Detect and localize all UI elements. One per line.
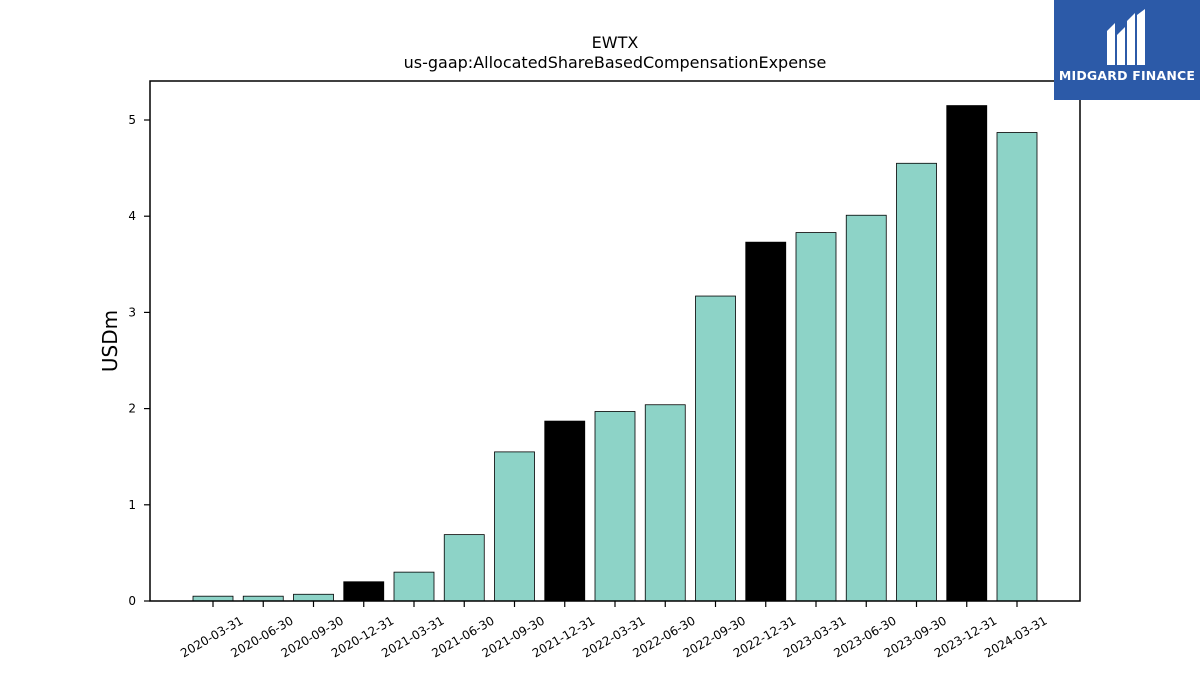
bar-series <box>192 105 1038 602</box>
bar-2023-12-31 <box>946 105 988 602</box>
y-tick-label: 1 <box>128 498 136 512</box>
midgard-logo-icon <box>1107 9 1145 65</box>
chart-subtitle: us-gaap:AllocatedShareBasedCompensationE… <box>404 53 827 72</box>
bar-2024-03-31 <box>996 132 1038 602</box>
bar-2021-03-31 <box>393 571 435 602</box>
y-tick-label: 5 <box>128 113 136 127</box>
brand-name: MIDGARD FINANCE <box>1058 68 1196 83</box>
bar-2023-03-31 <box>795 232 837 602</box>
bar-2021-12-31 <box>544 420 586 602</box>
bar-2022-09-30 <box>695 295 736 602</box>
y-axis-label: USDm <box>98 310 122 372</box>
y-axis-ticks: 0 1 2 3 4 5 <box>128 113 150 608</box>
bar-2021-06-30 <box>443 534 485 602</box>
bar-2020-12-31 <box>343 581 385 602</box>
bar-2022-06-30 <box>644 404 686 602</box>
bar-2022-03-31 <box>594 411 636 602</box>
chart-title: EWTX <box>592 33 639 52</box>
y-tick-label: 0 <box>128 594 136 608</box>
bar-2021-09-30 <box>494 451 535 602</box>
y-tick-label: 3 <box>128 305 136 319</box>
x-axis-ticks: 2020-03-312020-06-302020-09-302020-12-31… <box>178 601 1050 660</box>
bar-2023-06-30 <box>845 214 887 602</box>
brand-logo: MIDGARD FINANCE <box>1054 0 1200 100</box>
bar-2023-09-30 <box>896 162 937 602</box>
y-tick-label: 2 <box>128 402 136 416</box>
y-tick-label: 4 <box>128 209 136 223</box>
bar-2022-12-31 <box>745 241 787 602</box>
plot-frame <box>149 80 1081 602</box>
bar-2020-09-30 <box>293 593 334 602</box>
